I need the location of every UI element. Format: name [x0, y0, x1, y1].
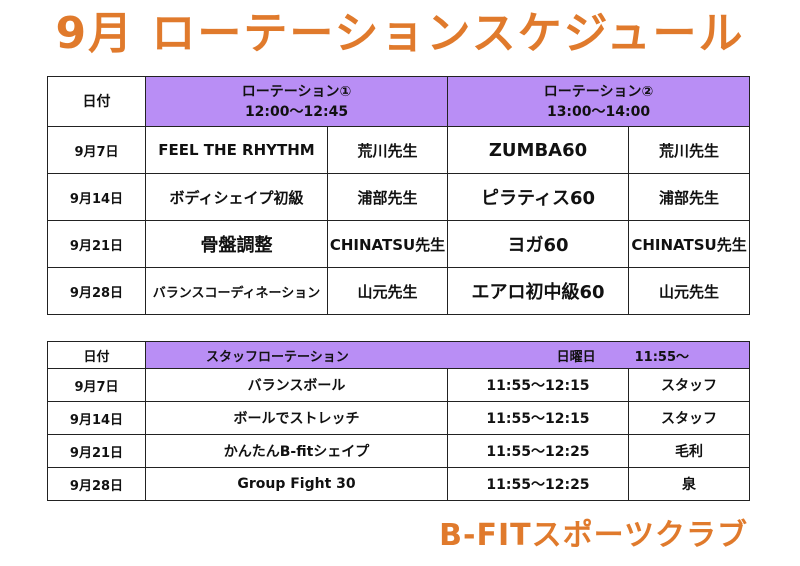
program-cell: かんたんB-fitシェイプ — [145, 434, 448, 468]
program-cell: Group Fight 30 — [145, 467, 448, 501]
table-row: 9月14日 ボールでストレッチ 11:55〜12:15 スタッフ — [47, 401, 751, 435]
teacher2-cell: CHINATSU先生 — [628, 220, 751, 268]
date-cell: 9月28日 — [47, 467, 146, 501]
staff-rotation-header: スタッフローテーション 日曜日 11:55〜 — [144, 341, 751, 369]
date-cell: 9月28日 — [47, 267, 146, 315]
table-row: 9月7日 FEEL THE RHYTHM 荒川先生 ZUMBA60 荒川先生 — [47, 126, 751, 174]
rotation-schedule-table: 日付 ローテーション① 12:00〜12:45 ローテーション② 13:00〜1… — [47, 76, 751, 315]
table-header-row: 日付 ローテーション① 12:00〜12:45 ローテーション② 13:00〜1… — [47, 76, 751, 127]
teacher1-cell: CHINATSU先生 — [326, 220, 449, 268]
class2-cell: ピラティス60 — [447, 173, 630, 221]
date-cell: 9月14日 — [47, 173, 146, 221]
teacher1-cell: 浦部先生 — [326, 173, 449, 221]
rotation1-header: ローテーション① 12:00〜12:45 — [144, 76, 449, 127]
date-column-header: 日付 — [47, 341, 146, 369]
table-row: 9月28日 Group Fight 30 11:55〜12:25 泉 — [47, 467, 751, 501]
table-row: 9月21日 骨盤調整 CHINATSU先生 ヨガ60 CHINATSU先生 — [47, 220, 751, 268]
table-row: 9月21日 かんたんB-fitシェイプ 11:55〜12:25 毛利 — [47, 434, 751, 468]
staff-rotation-title: スタッフローテーション — [206, 349, 349, 365]
teacher1-cell: 荒川先生 — [326, 126, 449, 174]
date-cell: 9月14日 — [47, 401, 146, 435]
time-cell: 11:55〜12:25 — [447, 434, 629, 468]
teacher1-cell: 山元先生 — [326, 267, 449, 315]
rotation2-time: 13:00〜14:00 — [546, 103, 651, 120]
table-row: 9月28日 バランスコーディネーション 山元先生 エアロ初中級60 山元先生 — [47, 267, 751, 315]
table-row: 9月7日 バランスボール 11:55〜12:15 スタッフ — [47, 368, 751, 402]
day-label: 日曜日 — [556, 349, 596, 365]
start-time: 11:55〜 — [634, 349, 690, 365]
class1-cell: ボディシェイプ初級 — [145, 173, 328, 221]
rotation1-time: 12:00〜12:45 — [244, 103, 349, 120]
staff-rotation-table: 日付 スタッフローテーション 日曜日 11:55〜 9月7日 バランスボール 1… — [47, 341, 751, 501]
class2-cell: ヨガ60 — [447, 220, 630, 268]
club-logo-text: B-FITスポーツクラブ — [439, 518, 748, 553]
time-cell: 11:55〜12:15 — [447, 401, 629, 435]
date-cell: 9月7日 — [47, 368, 146, 402]
teacher2-cell: 荒川先生 — [628, 126, 751, 174]
program-cell: ボールでストレッチ — [145, 401, 448, 435]
rotation2-header: ローテーション② 13:00〜14:00 — [447, 76, 751, 127]
date-column-header: 日付 — [47, 76, 146, 127]
staff-cell: 泉 — [627, 467, 751, 501]
date-cell: 9月21日 — [47, 220, 146, 268]
staff-cell: スタッフ — [627, 368, 751, 402]
date-cell: 9月21日 — [47, 434, 146, 468]
rotation1-title: ローテーション① — [241, 83, 352, 100]
staff-cell: 毛利 — [627, 434, 751, 468]
date-cell: 9月7日 — [47, 126, 146, 174]
staff-cell: スタッフ — [627, 401, 751, 435]
class1-cell: FEEL THE RHYTHM — [145, 126, 328, 174]
teacher2-cell: 浦部先生 — [628, 173, 751, 221]
rotation2-title: ローテーション② — [543, 83, 654, 100]
table-header-row: 日付 スタッフローテーション 日曜日 11:55〜 — [47, 341, 751, 369]
page-title: 9月 ローテーションスケジュール — [55, 8, 745, 59]
class2-cell: エアロ初中級60 — [447, 267, 630, 315]
class1-cell: バランスコーディネーション — [145, 267, 328, 315]
time-cell: 11:55〜12:25 — [447, 467, 629, 501]
program-cell: バランスボール — [145, 368, 448, 402]
class2-cell: ZUMBA60 — [447, 126, 630, 174]
table-row: 9月14日 ボディシェイプ初級 浦部先生 ピラティス60 浦部先生 — [47, 173, 751, 221]
class1-cell: 骨盤調整 — [145, 220, 328, 268]
time-cell: 11:55〜12:15 — [447, 368, 629, 402]
teacher2-cell: 山元先生 — [628, 267, 751, 315]
